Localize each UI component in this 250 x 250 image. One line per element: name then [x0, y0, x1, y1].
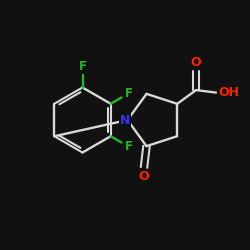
Text: O: O: [191, 56, 201, 69]
Text: N: N: [120, 114, 130, 126]
Text: O: O: [139, 170, 149, 183]
Text: F: F: [78, 60, 86, 73]
Text: OH: OH: [218, 86, 239, 99]
Text: F: F: [125, 87, 133, 100]
Text: F: F: [125, 140, 133, 153]
